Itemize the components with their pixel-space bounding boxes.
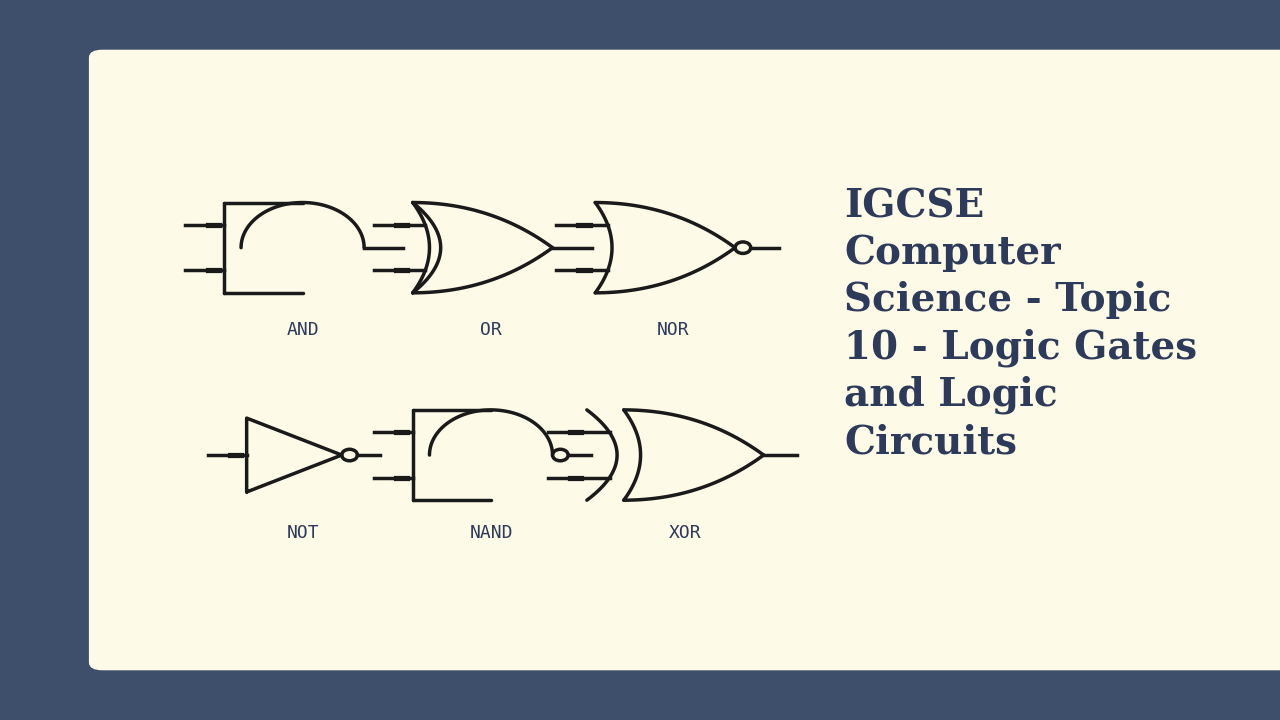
Text: AND: AND bbox=[287, 321, 319, 339]
Text: OR: OR bbox=[480, 321, 502, 339]
Text: NAND: NAND bbox=[470, 524, 513, 542]
Text: XOR: XOR bbox=[669, 524, 701, 542]
Text: NOT: NOT bbox=[287, 524, 319, 542]
Text: NOR: NOR bbox=[657, 321, 690, 339]
Text: IGCSE
Computer
Science - Topic
10 - Logic Gates
and Logic
Circuits: IGCSE Computer Science - Topic 10 - Logi… bbox=[845, 187, 1197, 462]
